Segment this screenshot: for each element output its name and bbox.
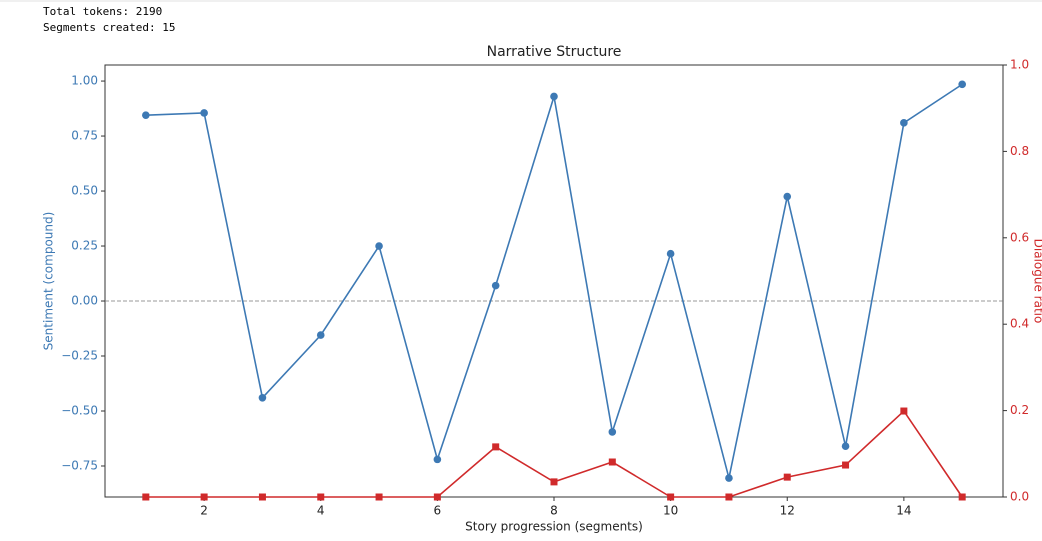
marker — [958, 493, 966, 501]
y-tick-label: 0.00 — [71, 294, 98, 308]
marker — [491, 281, 500, 290]
output-line: Total tokens: 2190 — [43, 5, 162, 18]
y2-tick-label: 0.4 — [1010, 317, 1029, 331]
marker — [433, 455, 442, 464]
marker — [783, 473, 791, 481]
marker — [900, 407, 908, 415]
marker — [842, 461, 850, 469]
marker — [142, 493, 150, 501]
x-tick-label: 4 — [317, 504, 325, 518]
marker — [666, 249, 675, 258]
x-tick-label: 6 — [434, 504, 442, 518]
chart-title: Narrative Structure — [487, 44, 622, 60]
x-tick-label: 8 — [550, 504, 558, 518]
y2-axis-title: Dialogue ratio — [1032, 239, 1042, 324]
y2-tick-label: 1.0 — [1010, 58, 1029, 72]
y-tick-label: 0.25 — [71, 239, 98, 253]
x-tick-label: 12 — [780, 504, 795, 518]
series-line — [145, 83, 963, 479]
x-tick-label: 2 — [200, 504, 208, 518]
marker — [258, 393, 267, 402]
marker — [725, 493, 733, 501]
plot-frame — [104, 64, 1004, 498]
marker — [492, 443, 500, 451]
marker — [258, 493, 266, 501]
y2-tick-label: 0.6 — [1010, 230, 1029, 244]
marker — [958, 80, 966, 89]
marker — [725, 474, 733, 482]
marker — [667, 493, 675, 501]
y-tick-label: 0.50 — [71, 184, 98, 198]
y-tick-label: 0.75 — [71, 129, 98, 143]
marker — [550, 478, 558, 486]
y2-tick-label: 0.0 — [1010, 490, 1029, 504]
marker — [608, 428, 617, 436]
x-tick-label: 14 — [896, 504, 911, 518]
y-tick-label: −0.75 — [61, 458, 98, 472]
y-tick-label: −0.50 — [61, 403, 98, 417]
marker — [316, 331, 325, 339]
output-line: Segments created: 15 — [43, 21, 175, 34]
y2-tick-label: 0.2 — [1010, 403, 1029, 417]
marker — [783, 192, 792, 201]
marker — [841, 442, 850, 450]
y-tick-label: 1.00 — [71, 74, 98, 88]
x-axis-title: Story progression (segments) — [465, 520, 643, 534]
marker — [142, 111, 150, 119]
marker — [900, 119, 908, 127]
x-tick-label: 10 — [663, 504, 678, 518]
marker — [375, 242, 383, 250]
marker — [433, 493, 441, 501]
marker — [317, 493, 325, 501]
marker — [608, 458, 616, 466]
marker — [200, 493, 208, 501]
marker — [200, 109, 208, 117]
y-axis-title: Sentiment (compound) — [42, 212, 56, 351]
marker — [375, 493, 383, 501]
y2-tick-label: 0.8 — [1010, 144, 1029, 158]
y-tick-label: −0.25 — [61, 349, 98, 363]
marker — [550, 92, 558, 101]
